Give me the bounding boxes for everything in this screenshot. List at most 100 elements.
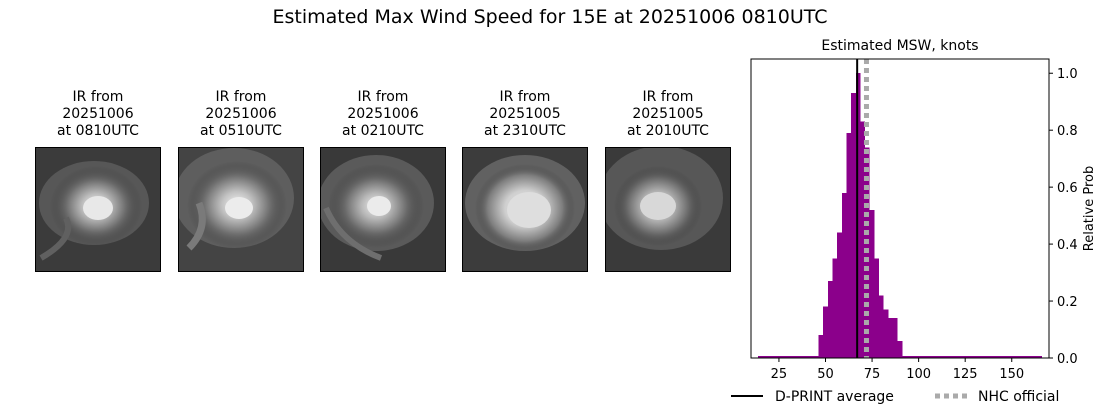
ir-satellite-image (320, 147, 446, 272)
ir-caption: IR from 20251006 at 0810UTC (35, 89, 161, 141)
ir-caption-date: 20251005 (489, 106, 561, 122)
ir-caption: IR from 20251006 at 0210UTC (320, 89, 446, 141)
y-tick-label: 0.8 (1057, 124, 1078, 139)
histogram-bar (902, 356, 907, 358)
histogram-bar (790, 356, 796, 358)
histogram-bar (911, 356, 917, 358)
histogram-bar (897, 340, 903, 358)
ir-satellite-image (462, 147, 588, 272)
y-tick-label: 0.2 (1057, 295, 1078, 310)
histogram-bar (799, 356, 805, 358)
histogram-bar (1023, 356, 1029, 358)
y-tick-label: 0.6 (1057, 181, 1078, 196)
histogram-bar (1028, 356, 1033, 358)
histogram-bar (767, 356, 772, 358)
histogram-bar (916, 356, 921, 358)
ir-panel-4: IR from 20251005 at 2310UTC (462, 89, 588, 272)
x-axis-ticks: 25 50 75 100 125 150 (771, 358, 1024, 382)
ir-caption: IR from 20251005 at 2010UTC (605, 89, 731, 141)
ir-caption-date: 20251006 (347, 106, 419, 122)
x-tick-label: 125 (953, 367, 978, 382)
histogram-bar (948, 356, 954, 358)
x-tick-label: 75 (864, 367, 881, 382)
histogram-bar (944, 356, 949, 358)
histogram-bar (1000, 356, 1005, 358)
histogram-bars (757, 73, 1043, 359)
histogram-bar (809, 356, 814, 358)
plot-frame (750, 58, 1050, 359)
ir-caption-date: 20251006 (205, 106, 277, 122)
histogram-bar (925, 356, 931, 358)
ir-caption-time: at 0210UTC (342, 123, 424, 139)
chart-legend: D-PRINT average NHC official (731, 389, 1059, 405)
histogram-bar (939, 356, 945, 358)
ir-caption: IR from 20251005 at 2310UTC (462, 89, 588, 141)
histogram-bar (874, 258, 880, 358)
histogram-bar (757, 356, 763, 358)
ir-caption-date: 20251006 (62, 106, 134, 122)
histogram-bar (823, 306, 828, 358)
y-tick-label: 0.0 (1057, 352, 1078, 367)
histogram-bar (818, 335, 824, 358)
histogram-bar (860, 121, 866, 359)
ir-caption-line1: IR from (357, 89, 409, 105)
histogram-bar (958, 356, 963, 358)
y-tick-label: 1.0 (1057, 67, 1078, 82)
reference-lines (856, 59, 869, 358)
histogram-bar (1032, 356, 1038, 358)
legend-label: NHC official (978, 389, 1059, 405)
histogram-bar (883, 309, 889, 358)
ir-panel-3: IR from 20251006 at 0210UTC (320, 89, 446, 272)
histogram-bar (893, 318, 898, 358)
ir-satellite-image (605, 147, 731, 272)
y-tick-label: 0.4 (1057, 238, 1078, 253)
histogram-bar (995, 356, 1001, 358)
histogram-bar (972, 356, 977, 358)
ir-satellite-image (35, 147, 161, 272)
ir-caption-line1: IR from (72, 89, 124, 105)
histogram-bar (1018, 356, 1024, 358)
x-tick-label: 25 (771, 367, 788, 382)
ir-panel-1: IR from 20251006 at 0810UTC (35, 89, 161, 272)
histogram-bar (953, 356, 959, 358)
histogram-bar (832, 258, 838, 358)
ir-panel-2: IR from 20251006 at 0510UTC (178, 89, 304, 272)
histogram-bar (804, 356, 810, 358)
histogram-bar (837, 232, 842, 358)
ir-caption-time: at 2010UTC (627, 123, 709, 139)
ir-satellite-image (178, 147, 304, 272)
histogram-bar (762, 356, 768, 358)
y-axis-ticks: 0.0 0.2 0.4 0.6 0.8 1.0 (1049, 67, 1078, 367)
histogram-bar (1004, 356, 1010, 358)
histogram-bar (920, 356, 926, 358)
histogram-bar (841, 192, 847, 358)
legend-label: D-PRINT average (775, 389, 894, 405)
histogram-bar (869, 209, 875, 358)
ir-caption-line1: IR from (499, 89, 551, 105)
histogram-bar (851, 93, 856, 359)
figure-title: Estimated Max Wind Speed for 15E at 2025… (272, 6, 828, 28)
histogram-bar (795, 356, 800, 358)
chart-title: Estimated MSW, knots (821, 38, 978, 54)
ir-caption-time: at 0810UTC (57, 123, 139, 139)
histogram-bar (1014, 356, 1019, 358)
ir-panel-5: IR from 20251005 at 2010UTC (605, 89, 731, 272)
histogram-bar (827, 281, 833, 358)
histogram-bar (781, 356, 786, 358)
histogram-bar (1009, 356, 1015, 358)
histogram-bar (990, 356, 996, 358)
ir-caption-time: at 0510UTC (200, 123, 282, 139)
histogram-bar (981, 356, 987, 358)
histogram-bar (1037, 356, 1043, 358)
histogram-bar (930, 356, 935, 358)
histogram-bar (967, 356, 973, 358)
histogram-bar (846, 133, 852, 358)
ir-caption: IR from 20251006 at 0510UTC (178, 89, 304, 141)
histogram-bar (934, 356, 940, 358)
histogram-bar (879, 295, 884, 358)
histogram-bar (771, 356, 777, 358)
histogram-bar (813, 356, 819, 358)
histogram-bar (785, 356, 791, 358)
ir-caption-line1: IR from (642, 89, 694, 105)
